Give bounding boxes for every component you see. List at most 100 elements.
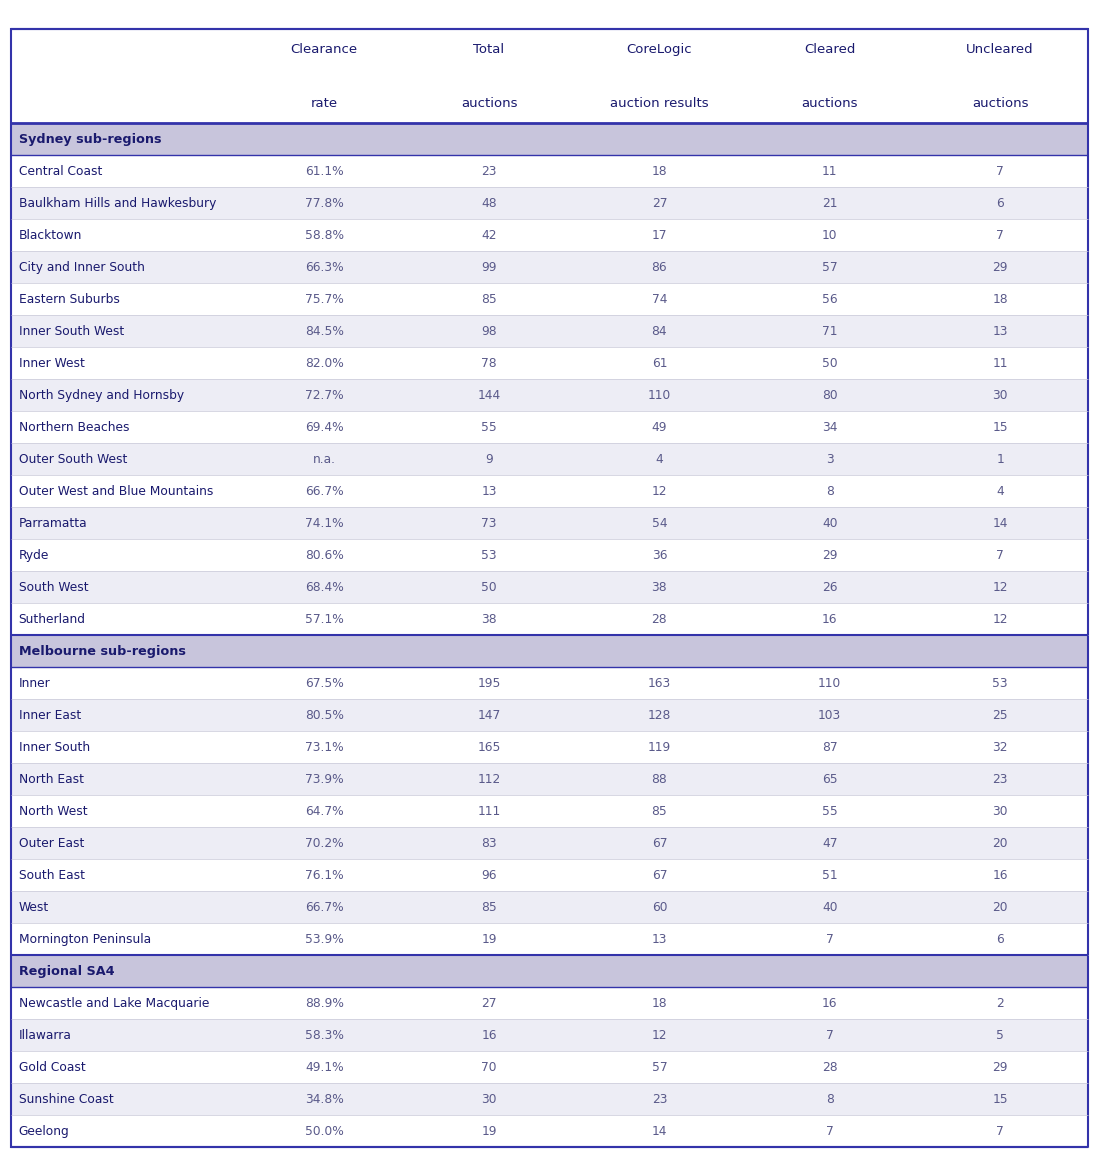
Text: 7: 7: [825, 1124, 834, 1138]
Text: 12: 12: [992, 581, 1008, 594]
Text: 16: 16: [822, 996, 837, 1010]
Text: 77.8%: 77.8%: [304, 197, 344, 210]
Text: 73.9%: 73.9%: [304, 773, 344, 786]
Bar: [11, 987, 1088, 1019]
Text: 23: 23: [652, 1093, 667, 1106]
Text: 19: 19: [481, 933, 497, 945]
Text: 71: 71: [822, 325, 837, 338]
Text: 50: 50: [481, 581, 497, 594]
Text: 7: 7: [996, 1124, 1004, 1138]
Text: 88: 88: [652, 773, 667, 786]
Text: 49: 49: [652, 421, 667, 434]
Text: 7: 7: [825, 933, 834, 945]
Text: Newcastle and Lake Macquarie: Newcastle and Lake Macquarie: [19, 996, 209, 1010]
Bar: [11, 700, 1088, 731]
Bar: [11, 123, 1088, 156]
Bar: [11, 891, 1088, 924]
Text: 195: 195: [477, 677, 501, 689]
Text: 19: 19: [481, 1124, 497, 1138]
Text: 85: 85: [652, 805, 667, 817]
Text: 67.5%: 67.5%: [304, 677, 344, 689]
Text: South East: South East: [19, 868, 85, 882]
Text: Sunshine Coast: Sunshine Coast: [19, 1093, 113, 1106]
Text: n.a.: n.a.: [313, 453, 335, 466]
Text: Outer South West: Outer South West: [19, 453, 127, 466]
Text: 128: 128: [647, 709, 671, 722]
Text: 85: 85: [481, 293, 497, 306]
Text: 16: 16: [481, 1028, 497, 1042]
Text: auctions: auctions: [460, 97, 518, 110]
Text: 20: 20: [992, 900, 1008, 914]
Text: 96: 96: [481, 868, 497, 882]
Text: 20: 20: [992, 837, 1008, 850]
Bar: [11, 412, 1088, 444]
Text: 50.0%: 50.0%: [304, 1124, 344, 1138]
Text: 7: 7: [996, 228, 1004, 242]
Text: 53: 53: [481, 549, 497, 562]
Text: 72.7%: 72.7%: [304, 389, 344, 402]
Text: 57: 57: [652, 1061, 667, 1073]
Text: 18: 18: [652, 165, 667, 178]
Text: 165: 165: [477, 740, 501, 754]
Text: 110: 110: [818, 677, 842, 689]
Text: 61: 61: [652, 356, 667, 370]
Bar: [11, 668, 1088, 700]
Text: 98: 98: [481, 325, 497, 338]
Text: Ryde: Ryde: [19, 549, 49, 562]
Text: rate: rate: [311, 97, 337, 110]
Text: 9: 9: [485, 453, 493, 466]
Text: Baulkham Hills and Hawkesbury: Baulkham Hills and Hawkesbury: [19, 197, 217, 210]
Text: 27: 27: [481, 996, 497, 1010]
Bar: [11, 347, 1088, 379]
Text: 1: 1: [996, 453, 1004, 466]
Text: 12: 12: [652, 484, 667, 498]
Text: 10: 10: [822, 228, 837, 242]
Text: Outer West and Blue Mountains: Outer West and Blue Mountains: [19, 484, 213, 498]
Text: Inner South West: Inner South West: [19, 325, 124, 338]
Text: 78: 78: [481, 356, 497, 370]
Text: 29: 29: [992, 1061, 1008, 1073]
Text: Inner South: Inner South: [19, 740, 90, 754]
Text: 25: 25: [992, 709, 1008, 722]
Text: 76.1%: 76.1%: [304, 868, 344, 882]
Text: 53: 53: [992, 677, 1008, 689]
Bar: [11, 828, 1088, 859]
Text: 7: 7: [996, 549, 1004, 562]
Bar: [11, 859, 1088, 891]
Text: 147: 147: [477, 709, 501, 722]
Text: 40: 40: [822, 517, 837, 530]
Text: Uncleared: Uncleared: [966, 43, 1034, 55]
Text: Gold Coast: Gold Coast: [19, 1061, 86, 1073]
Text: 27: 27: [652, 197, 667, 210]
Text: 84.5%: 84.5%: [304, 325, 344, 338]
Text: 40: 40: [822, 900, 837, 914]
Text: 144: 144: [477, 389, 501, 402]
Text: Blacktown: Blacktown: [19, 228, 82, 242]
Text: 15: 15: [992, 421, 1008, 434]
Text: 34: 34: [822, 421, 837, 434]
Text: 58.8%: 58.8%: [304, 228, 344, 242]
Bar: [11, 572, 1088, 603]
Text: Parramatta: Parramatta: [19, 517, 87, 530]
Text: 54: 54: [652, 517, 667, 530]
Bar: [11, 507, 1088, 540]
Text: Outer East: Outer East: [19, 837, 84, 850]
Text: 18: 18: [652, 996, 667, 1010]
Text: 7: 7: [996, 165, 1004, 178]
Text: 12: 12: [992, 612, 1008, 626]
Text: 70: 70: [481, 1061, 497, 1073]
Text: 60: 60: [652, 900, 667, 914]
Text: 111: 111: [477, 805, 501, 817]
Bar: [11, 1115, 1088, 1147]
Text: 42: 42: [481, 228, 497, 242]
Text: 65: 65: [822, 773, 837, 786]
Bar: [11, 763, 1088, 796]
Text: 13: 13: [481, 484, 497, 498]
Text: 23: 23: [992, 773, 1008, 786]
Bar: [11, 924, 1088, 956]
Text: 67: 67: [652, 868, 667, 882]
Text: CoreLogic: CoreLogic: [626, 43, 692, 55]
Bar: [11, 603, 1088, 635]
Text: 47: 47: [822, 837, 837, 850]
Text: 6: 6: [996, 197, 1004, 210]
